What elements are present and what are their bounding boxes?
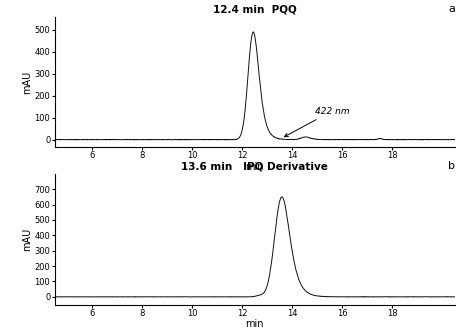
Text: b: b	[448, 161, 455, 171]
Y-axis label: mAU: mAU	[22, 70, 32, 94]
Title: 12.4 min  PQQ: 12.4 min PQQ	[213, 4, 297, 14]
Text: a: a	[448, 4, 455, 14]
Text: 422 nm: 422 nm	[284, 107, 349, 137]
Y-axis label: mAU: mAU	[22, 227, 32, 251]
X-axis label: min: min	[246, 162, 264, 172]
Title: 13.6 min   IPQ Derivative: 13.6 min IPQ Derivative	[182, 162, 328, 171]
X-axis label: min: min	[246, 319, 264, 329]
